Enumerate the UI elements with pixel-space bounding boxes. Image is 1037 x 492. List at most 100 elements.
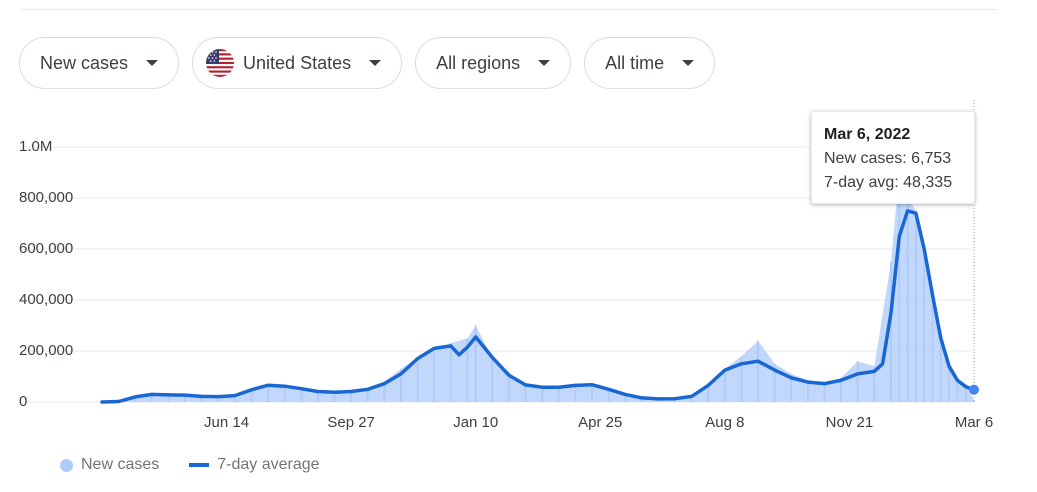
seven-day-average-line xyxy=(100,209,976,404)
x-tick-label: Aug 8 xyxy=(705,414,744,431)
legend-line-swatch xyxy=(189,463,210,467)
y-tick-label: 0 xyxy=(19,393,27,410)
new-cases-bar xyxy=(973,400,975,402)
new-cases-bar xyxy=(167,394,170,402)
caret-down-icon xyxy=(146,60,159,66)
region-dropdown[interactable]: All regions xyxy=(415,37,572,89)
new-cases-bar xyxy=(607,389,610,403)
metric-dropdown[interactable]: New cases xyxy=(19,37,180,89)
new-cases-bar xyxy=(416,357,419,402)
metric-dropdown-label: New cases xyxy=(40,52,129,73)
new-cases-bar xyxy=(466,338,469,403)
y-axis-ticks: 0 200,000 400,000 600,000 800,000 1.0M xyxy=(19,138,73,410)
new-cases-bar xyxy=(267,384,270,402)
new-cases-bar xyxy=(873,366,876,402)
new-cases-area xyxy=(102,172,974,402)
new-cases-bar xyxy=(914,210,917,403)
new-cases-bar xyxy=(806,380,809,402)
new-cases-bar xyxy=(383,381,386,402)
x-tick-label: Jan 10 xyxy=(453,414,498,431)
x-tick-label: Mar 6 xyxy=(955,414,993,431)
y-tick-label: 1.0M xyxy=(19,138,52,155)
x-axis-ticks: Jun 14 Sep 27 Jan 10 Apr 25 Aug 8 Nov 21 Mar 6 xyxy=(204,414,993,431)
country-dropdown[interactable]: United States xyxy=(192,37,403,89)
new-cases-bar xyxy=(557,387,560,402)
legend-bars-label: New cases xyxy=(81,456,160,473)
new-cases-bar xyxy=(906,198,909,402)
new-cases-bar xyxy=(449,343,452,402)
new-cases-bar xyxy=(840,377,843,402)
new-cases-bar xyxy=(740,356,743,402)
new-cases-bar xyxy=(474,325,477,402)
hover-point[interactable] xyxy=(969,384,979,395)
tooltip-date: Mar 6, 2022 xyxy=(824,126,911,143)
caret-down-icon xyxy=(369,60,382,66)
new-cases-bar xyxy=(433,351,436,402)
new-cases-bar xyxy=(217,396,220,402)
us-flag-icon xyxy=(206,49,235,77)
new-cases-bar xyxy=(856,361,859,402)
x-tick-label: Jun 14 xyxy=(204,414,249,431)
new-cases-bar xyxy=(283,386,286,402)
top-divider xyxy=(20,9,997,10)
x-tick-label: Apr 25 xyxy=(578,414,622,431)
new-cases-bar xyxy=(790,373,793,402)
new-cases-bar xyxy=(400,368,402,402)
new-cases-bar xyxy=(316,391,319,402)
new-cases-bar xyxy=(773,363,776,403)
new-cases-bar xyxy=(300,389,303,403)
new-cases-bar xyxy=(939,330,942,402)
new-cases-bar xyxy=(366,388,369,402)
new-cases-bar xyxy=(250,389,253,403)
new-cases-bar xyxy=(723,368,726,402)
period-dropdown[interactable]: All time xyxy=(584,37,716,89)
new-cases-bar xyxy=(591,384,593,402)
new-cases-bars xyxy=(101,172,975,403)
new-cases-bar xyxy=(890,261,892,403)
y-tick-label: 600,000 xyxy=(19,240,73,257)
chart-legend: New cases 7-day average xyxy=(60,456,320,474)
new-cases-bar xyxy=(956,379,959,402)
y-tick-label: 200,000 xyxy=(19,342,73,359)
caret-down-icon xyxy=(682,60,695,66)
new-cases-bar xyxy=(491,357,494,402)
new-cases-bar xyxy=(134,396,137,402)
chart-tooltip: Mar 6, 2022 New cases: 6,753 7-day avg: … xyxy=(811,111,975,204)
new-cases-bar xyxy=(640,398,643,402)
tooltip-new-cases: New cases: 6,753 xyxy=(824,150,952,167)
new-cases-bar xyxy=(333,392,336,402)
new-cases-bar xyxy=(948,363,951,403)
new-cases-bar xyxy=(898,172,901,402)
legend-line-label: 7-day average xyxy=(217,456,320,473)
x-tick-label: Sep 27 xyxy=(327,414,375,431)
new-cases-bar xyxy=(541,386,544,402)
new-cases-bar xyxy=(690,395,693,402)
new-cases-bar xyxy=(524,384,527,402)
new-cases-bar xyxy=(150,394,153,402)
region-dropdown-label: All regions xyxy=(436,52,521,73)
new-cases-bar xyxy=(200,396,203,402)
filter-bar: New cases United S xyxy=(19,37,716,91)
new-cases-bar xyxy=(574,385,577,402)
new-cases-bar xyxy=(964,384,967,402)
new-cases-bar xyxy=(757,340,760,402)
new-cases-bar xyxy=(707,384,710,402)
cases-chart[interactable]: 0 200,000 400,000 600,000 800,000 1.0M Jun 14… xyxy=(0,100,1037,440)
new-cases-bar xyxy=(931,287,934,403)
new-cases-bar xyxy=(624,394,627,402)
new-cases-bar xyxy=(233,394,236,402)
seven-day-average-layer xyxy=(100,100,979,404)
legend-bars-swatch xyxy=(60,458,73,472)
new-cases-bar xyxy=(350,391,353,402)
caret-down-icon xyxy=(538,60,551,66)
tooltip-average: 7-day avg: 48,335 xyxy=(824,174,953,191)
new-cases-bar xyxy=(184,395,186,402)
new-cases-bar xyxy=(823,382,826,402)
y-tick-label: 800,000 xyxy=(19,189,73,206)
period-dropdown-label: All time xyxy=(605,52,665,73)
x-tick-label: Nov 21 xyxy=(826,414,874,431)
new-cases-bar xyxy=(923,249,926,402)
y-tick-label: 400,000 xyxy=(19,291,73,308)
country-dropdown-label: United States xyxy=(243,52,352,73)
new-cases-bar xyxy=(507,373,510,402)
